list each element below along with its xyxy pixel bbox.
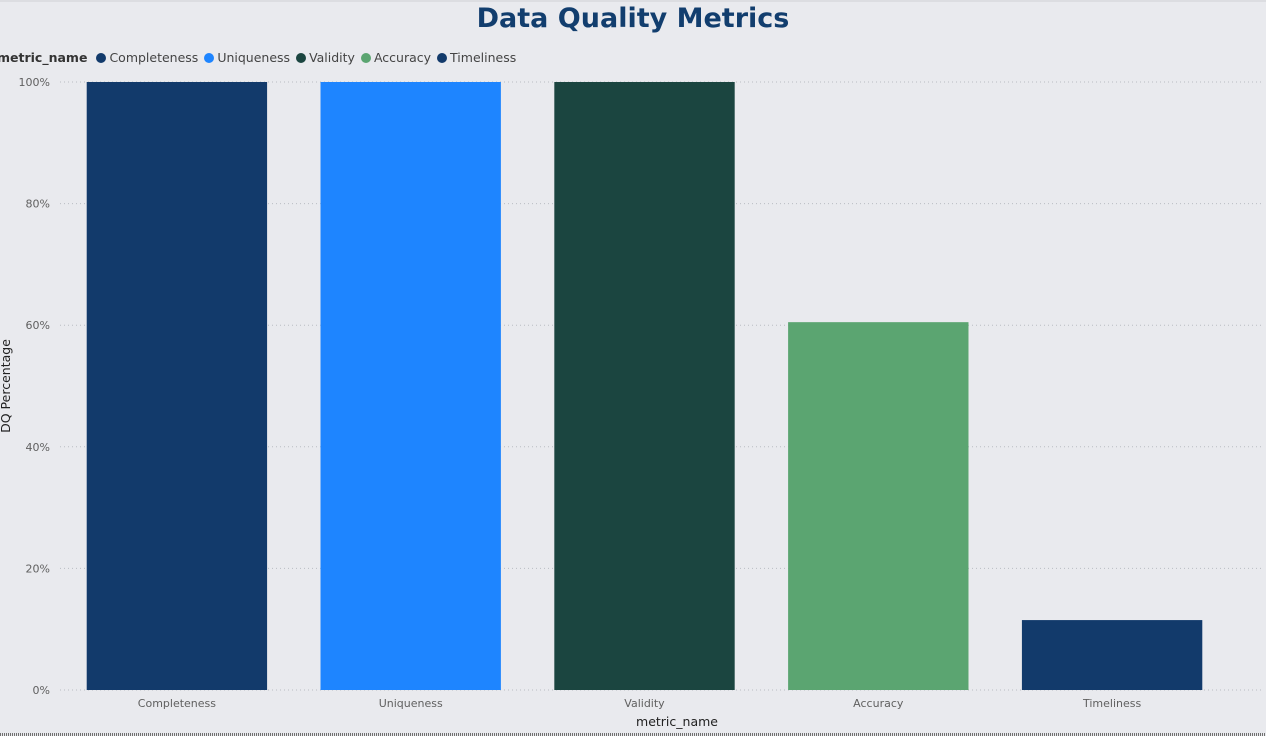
legend-label: Validity <box>309 50 355 65</box>
legend-dot-icon <box>437 52 448 63</box>
legend-item-accuracy[interactable]: Accuracy <box>360 50 432 65</box>
legend-dot-icon <box>204 52 215 63</box>
chart-title: Data Quality Metrics <box>476 3 790 34</box>
y-tick-label: 20% <box>26 562 50 575</box>
legend-item-timeliness[interactable]: Timeliness <box>437 50 516 65</box>
legend-title: metric_name <box>0 50 88 65</box>
y-tick-label: 0% <box>33 684 50 697</box>
legend-label: Timeliness <box>450 50 517 65</box>
y-tick-label: 100% <box>19 76 50 89</box>
x-tick-label: Timeliness <box>1082 697 1142 710</box>
x-axis-ticks: Completeness Uniqueness Validity Accuracy Ti… <box>138 697 1142 710</box>
x-tick-label: Completeness <box>138 697 216 710</box>
x-tick-label: Accuracy <box>853 697 904 710</box>
legend-label: Accuracy <box>373 50 432 65</box>
legend-dot-icon <box>360 52 371 63</box>
x-tick-label: Validity <box>624 697 665 710</box>
bar-timeliness[interactable] <box>1021 620 1203 690</box>
bar-completeness[interactable] <box>86 82 268 690</box>
legend-label: Uniqueness <box>217 50 291 65</box>
legend-dot-icon <box>296 52 307 63</box>
bar-accuracy[interactable] <box>788 322 969 690</box>
legend-item-completeness[interactable]: Completeness <box>96 50 198 65</box>
bars <box>86 82 1203 690</box>
legend: metric_name Completeness Uniqueness Vali… <box>0 50 522 65</box>
bar-uniqueness[interactable] <box>320 82 501 690</box>
legend-dot-icon <box>96 52 107 63</box>
x-axis-title: metric_name <box>636 714 718 729</box>
legend-item-uniqueness[interactable]: Uniqueness <box>204 50 290 65</box>
legend-item-validity[interactable]: Validity <box>296 50 355 65</box>
y-axis-ticks: 0% 20% 40% 60% 80% 100% <box>19 76 50 697</box>
y-axis-title: DQ Percentage <box>0 339 13 433</box>
legend-label: Completeness <box>109 50 199 65</box>
x-tick-label: Uniqueness <box>379 697 443 710</box>
y-tick-label: 80% <box>26 198 50 211</box>
bar-validity[interactable] <box>554 82 735 690</box>
y-tick-label: 40% <box>26 441 50 454</box>
y-tick-label: 60% <box>26 319 50 332</box>
